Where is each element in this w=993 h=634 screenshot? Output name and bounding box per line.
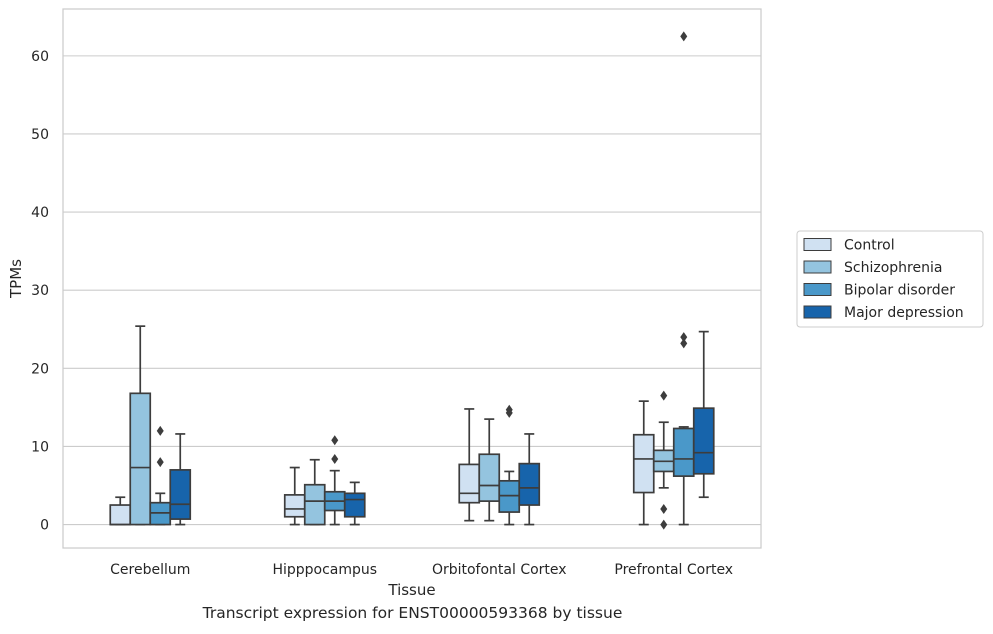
box-bipolar-disorder [323, 435, 346, 526]
x-tick-label: Orbitofontal Cortex [432, 562, 567, 578]
box-schizophrenia [478, 418, 501, 522]
box-iqr [478, 453, 501, 502]
x-tick-label: Prefrontal Cortex [614, 562, 733, 578]
box-iqr [303, 483, 326, 526]
box-iqr [129, 392, 152, 526]
y-tick-label: 10 [31, 439, 49, 455]
outlier-point [680, 332, 688, 343]
box-iqr [343, 492, 366, 518]
y-tick-label: 50 [31, 127, 49, 143]
y-tick-label: 0 [40, 518, 49, 534]
legend-label: Schizophrenia [844, 260, 942, 276]
box-control [632, 400, 655, 526]
axes: 0 10 20 30 40 50 60 Cerebellum Hipppocampus Orbit… [31, 49, 733, 578]
y-axis-label: TPMs [7, 259, 25, 299]
box-schizophrenia [303, 458, 326, 526]
box-iqr [109, 504, 132, 526]
outlier-point [505, 407, 513, 418]
outlier-point [331, 435, 339, 446]
box-major-depression [343, 481, 366, 526]
legend-swatch [803, 305, 832, 319]
box-bipolar-disorder [149, 425, 172, 526]
legend-label: Major depression [844, 305, 964, 321]
legend-label: Control [844, 238, 895, 254]
legend-swatch [803, 238, 832, 251]
plot-frame [62, 8, 762, 549]
y-tick-label: 20 [31, 361, 49, 377]
box-iqr [632, 433, 655, 494]
outlier-point [660, 390, 668, 401]
legend-swatch [803, 260, 832, 274]
box-control [109, 496, 132, 526]
box-iqr [692, 407, 715, 475]
outlier-point [680, 31, 688, 42]
outlier-point [156, 457, 164, 468]
box-major-depression [518, 433, 541, 526]
box-iqr [458, 463, 481, 504]
outlier-point [156, 425, 164, 436]
y-tick-label: 40 [31, 205, 49, 221]
box-bipolar-disorder [672, 31, 695, 526]
box-iqr [169, 469, 192, 520]
outlier-point [660, 503, 668, 514]
legend-swatch [803, 283, 832, 296]
box-layer [109, 31, 715, 530]
box-iqr [672, 427, 695, 477]
grid [63, 55, 761, 526]
x-tick-label: Hipppocampus [272, 562, 377, 578]
box-control [283, 466, 306, 526]
x-tick-label: Cerebellum [110, 562, 190, 578]
outlier-point [660, 519, 668, 530]
box-schizophrenia [652, 390, 675, 530]
outlier-point [680, 338, 688, 349]
y-tick-label: 60 [31, 49, 49, 65]
box-major-depression [692, 330, 715, 499]
legend: Control Schizophrenia Bipolar disorder Majo… [796, 230, 984, 328]
figure-caption: Transcript expression for ENST0000059336… [202, 604, 623, 622]
legend-box [796, 230, 984, 328]
box-schizophrenia [129, 325, 152, 526]
box-bipolar-disorder [498, 404, 521, 526]
x-axis-label: Tissue [387, 581, 435, 599]
box-control [458, 408, 481, 522]
box-iqr [283, 494, 306, 518]
box-major-depression [169, 433, 192, 526]
box-iqr [518, 462, 541, 506]
outlier-point [331, 453, 339, 464]
y-tick-label: 30 [31, 283, 49, 299]
legend-label: Bipolar disorder [844, 283, 955, 299]
